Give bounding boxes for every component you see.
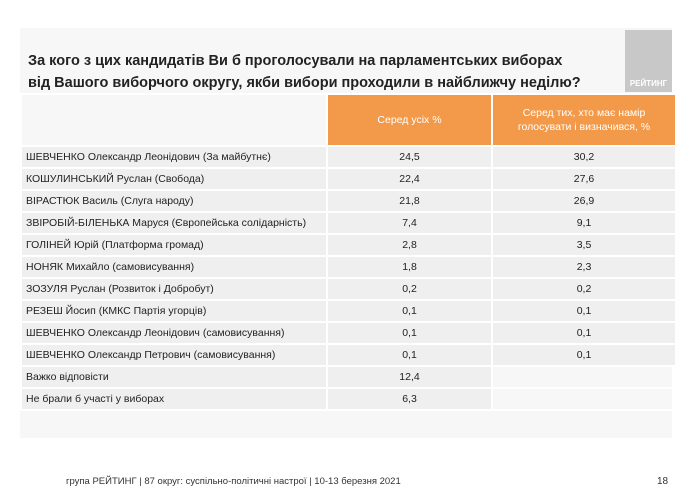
table-row: ШЕВЧЕНКО Олександр Леонідович (самовисув… xyxy=(20,321,677,345)
value-all: 2,8 xyxy=(326,233,493,257)
header-all: Серед усіх % xyxy=(326,93,493,147)
value-all: 24,5 xyxy=(326,145,493,169)
empty-cell xyxy=(491,365,677,389)
header-decided: Серед тих, хто має намір голосувати і ви… xyxy=(491,93,677,147)
page-number: 18 xyxy=(657,476,669,487)
value-decided: 0,1 xyxy=(491,299,677,323)
candidate-name: ШЕВЧЕНКО Олександр Леонідович (За майбут… xyxy=(20,145,328,169)
value-all: 12,4 xyxy=(326,365,493,389)
table-row: ШЕВЧЕНКО Олександр Петрович (самовисуван… xyxy=(20,343,677,367)
rating-logo: РЕЙТИНГ xyxy=(625,30,672,92)
table-row: НОНЯК Михайло (самовисування) 1,8 2,3 xyxy=(20,255,677,279)
results-table: Серед усіх % Серед тих, хто має намір го… xyxy=(20,93,677,411)
table-row: РЕЗЕШ Йосип (КМКС Партія угорців) 0,1 0,1 xyxy=(20,299,677,323)
value-decided: 30,2 xyxy=(491,145,677,169)
value-decided: 0,1 xyxy=(491,343,677,367)
candidate-name: НОНЯК Михайло (самовисування) xyxy=(20,255,328,279)
value-decided: 0,2 xyxy=(491,277,677,301)
candidate-name: КОШУЛИНСЬКИЙ Руслан (Свобода) xyxy=(20,167,328,191)
value-decided: 3,5 xyxy=(491,233,677,257)
value-all: 0,2 xyxy=(326,277,493,301)
value-all: 7,4 xyxy=(326,211,493,235)
header-blank xyxy=(20,93,328,147)
value-all: 21,8 xyxy=(326,189,493,213)
table-row: ВІРАСТЮК Василь (Слуга народу) 21,8 26,9 xyxy=(20,189,677,213)
value-all: 6,3 xyxy=(326,387,493,411)
value-decided: 9,1 xyxy=(491,211,677,235)
candidate-name: ЗВІРОБІЙ-БІЛЕНЬКА Маруся (Європейська со… xyxy=(20,211,328,235)
table-row: ШЕВЧЕНКО Олександр Леонідович (За майбут… xyxy=(20,145,677,169)
table-row: КОШУЛИНСЬКИЙ Руслан (Свобода) 22,4 27,6 xyxy=(20,167,677,191)
candidate-name: ШЕВЧЕНКО Олександр Леонідович (самовисув… xyxy=(20,321,328,345)
candidate-name: ЗОЗУЛЯ Руслан (Розвиток і Добробут) xyxy=(20,277,328,301)
empty-cell xyxy=(491,387,677,411)
value-decided: 0,1 xyxy=(491,321,677,345)
value-all: 0,1 xyxy=(326,299,493,323)
candidate-name: Не брали б участі у виборах xyxy=(20,387,328,411)
candidate-name: ВІРАСТЮК Василь (Слуга народу) xyxy=(20,189,328,213)
value-all: 22,4 xyxy=(326,167,493,191)
footer-text: група РЕЙТИНГ | 87 округ: суспільно-полі… xyxy=(66,476,401,487)
value-all: 0,1 xyxy=(326,343,493,367)
table-row: ЗОЗУЛЯ Руслан (Розвиток і Добробут) 0,2 0… xyxy=(20,277,677,301)
table-row: Важко відповісти 12,4 xyxy=(20,365,677,389)
candidate-name: Важко відповісти xyxy=(20,365,328,389)
table-row: ЗВІРОБІЙ-БІЛЕНЬКА Маруся (Європейська со… xyxy=(20,211,677,235)
value-decided: 2,3 xyxy=(491,255,677,279)
value-decided: 26,9 xyxy=(491,189,677,213)
table-row: ГОЛІНЕЙ Юрій (Платформа громад) 2,8 3,5 xyxy=(20,233,677,257)
candidate-name: РЕЗЕШ Йосип (КМКС Партія угорців) xyxy=(20,299,328,323)
table-row: Не брали б участі у виборах 6,3 xyxy=(20,387,677,411)
page-title: За кого з цих кандидатів Ви б проголосув… xyxy=(28,53,581,91)
value-all: 1,8 xyxy=(326,255,493,279)
candidate-name: ГОЛІНЕЙ Юрій (Платформа громад) xyxy=(20,233,328,257)
value-decided: 27,6 xyxy=(491,167,677,191)
candidate-name: ШЕВЧЕНКО Олександр Петрович (самовисуван… xyxy=(20,343,328,367)
value-all: 0,1 xyxy=(326,321,493,345)
